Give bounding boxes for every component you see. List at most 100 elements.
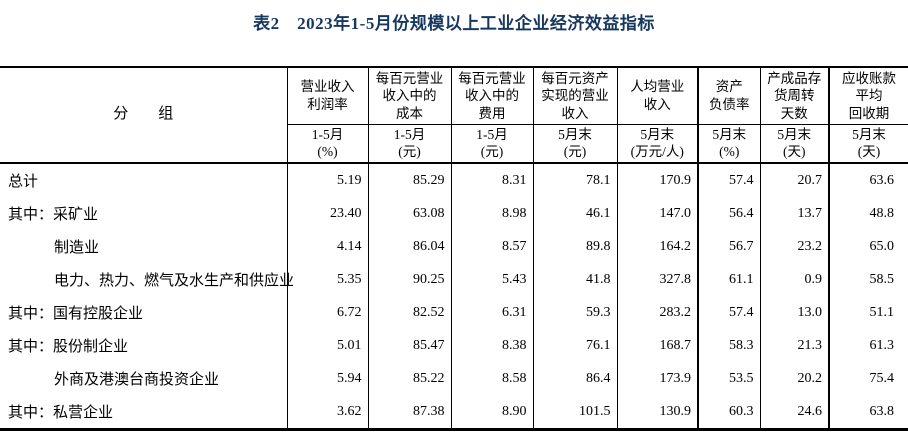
- row-label: 其中：国有控股企业: [0, 296, 287, 329]
- value-cell: 5.43: [450, 263, 533, 296]
- value-cell: 56.4: [697, 197, 760, 230]
- value-cell: 6.72: [286, 296, 368, 329]
- value-cell: 5.01: [286, 329, 368, 362]
- row-label: 电力、热力、燃气及水生产和供应业: [0, 263, 294, 296]
- table-title: 表2 2023年1-5月份规模以上工业企业经济效益指标: [253, 14, 655, 33]
- col-period: 5月末 (天): [759, 124, 829, 164]
- row-name: 国有控股企业: [53, 306, 144, 322]
- col-period: 5月末 (天): [828, 124, 908, 164]
- table-row: 其中：股份制企业 5.01 85.47 8.38 76.1 168.7 58.3…: [0, 329, 908, 362]
- value-cell: 75.4: [828, 362, 908, 395]
- col-period: 5月末 (%): [697, 124, 760, 164]
- col-header: 每百元营业 收入中的 费用: [450, 67, 533, 125]
- value-cell: 170.9: [616, 163, 698, 197]
- table-row: 其中：国有控股企业 6.72 82.52 6.31 59.3 283.2 57.…: [0, 296, 908, 329]
- value-cell: 82.52: [367, 296, 451, 329]
- value-cell: 0.9: [759, 263, 829, 296]
- value-cell: 76.1: [532, 329, 617, 362]
- value-cell: 46.1: [532, 197, 617, 230]
- value-cell: 61.1: [697, 263, 760, 296]
- value-cell: 24.6: [759, 395, 829, 430]
- row-name: 股份制企业: [53, 339, 129, 355]
- table-row: 制造业 4.14 86.04 8.57 89.8 164.2 56.7 23.2…: [0, 230, 908, 263]
- value-cell: 63.8: [828, 395, 908, 430]
- value-cell: 8.98: [450, 197, 533, 230]
- value-cell: 327.8: [616, 263, 698, 296]
- value-cell: 57.4: [697, 296, 760, 329]
- value-cell: 283.2: [616, 296, 698, 329]
- row-name: 总计: [8, 174, 39, 190]
- table-row: 其中：私营企业 3.62 87.38 8.90 101.5 130.9 60.3…: [0, 395, 908, 430]
- group-header-cell: 分 组: [0, 67, 287, 164]
- value-cell: 101.5: [532, 395, 617, 430]
- value-cell: 86.04: [367, 230, 451, 263]
- value-cell: 78.1: [532, 163, 617, 197]
- value-cell: 58.3: [697, 329, 760, 362]
- header-row-names: 分 组 营业收入 利润率 每百元营业 收入中的 成本 每百元营业 收入中的 费用…: [0, 67, 908, 164]
- value-cell: 8.31: [450, 163, 533, 197]
- value-cell: 53.5: [697, 362, 760, 395]
- col-period: 1-5月 (元): [450, 124, 533, 164]
- value-cell: 85.29: [367, 163, 451, 197]
- row-prefix: 其中：: [8, 405, 54, 421]
- value-cell: 8.90: [450, 395, 533, 430]
- value-cell: 173.9: [616, 362, 698, 395]
- value-cell: 48.8: [828, 197, 908, 230]
- row-prefix: 其中：: [8, 339, 54, 355]
- value-cell: 87.38: [367, 395, 451, 430]
- value-cell: 60.3: [697, 395, 760, 430]
- value-cell: 5.94: [286, 362, 368, 395]
- row-label: 外商及港澳台商投资企业: [0, 362, 287, 395]
- col-header: 营业收入 利润率: [286, 67, 368, 125]
- col-header: 每百元营业 收入中的 成本: [367, 67, 451, 125]
- value-cell: 8.58: [450, 362, 533, 395]
- col-period: 1-5月 (%): [286, 124, 368, 164]
- value-cell: 51.1: [828, 296, 908, 329]
- value-cell: 5.35: [286, 263, 368, 296]
- value-cell: 8.38: [450, 329, 533, 362]
- economic-indicators-table: 分 组 营业收入 利润率 每百元营业 收入中的 成本 每百元营业 收入中的 费用…: [0, 66, 908, 431]
- value-cell: 41.8: [532, 263, 617, 296]
- value-cell: 13.7: [759, 197, 829, 230]
- col-header: 应收账款 平均 回收期: [828, 67, 908, 125]
- row-label: 其中：股份制企业: [0, 329, 287, 362]
- col-header: 人均营业 收入: [616, 67, 698, 125]
- value-cell: 5.19: [286, 163, 368, 197]
- row-name: 电力、热力、燃气及水生产和供应业: [54, 273, 295, 289]
- value-cell: 20.7: [759, 163, 829, 197]
- value-cell: 56.7: [697, 230, 760, 263]
- value-cell: 61.3: [828, 329, 908, 362]
- value-cell: 58.5: [828, 263, 908, 296]
- value-cell: 63.08: [367, 197, 451, 230]
- value-cell: 3.62: [286, 395, 368, 430]
- value-cell: 4.14: [286, 230, 368, 263]
- value-cell: 85.22: [367, 362, 451, 395]
- table-row: 其中：采矿业 23.40 63.08 8.98 46.1 147.0 56.4 …: [0, 197, 908, 230]
- value-cell: 130.9: [616, 395, 698, 430]
- row-name: 制造业: [54, 240, 100, 256]
- col-period: 5月末 (万元/人): [616, 124, 698, 164]
- value-cell: 13.0: [759, 296, 829, 329]
- row-prefix: 其中：: [8, 207, 54, 223]
- row-name: 私营企业: [53, 405, 114, 421]
- value-cell: 65.0: [828, 230, 908, 263]
- value-cell: 57.4: [697, 163, 760, 197]
- table-row: 外商及港澳台商投资企业 5.94 85.22 8.58 86.4 173.9 5…: [0, 362, 908, 395]
- row-label: 其中：采矿业: [0, 197, 287, 230]
- value-cell: 85.47: [367, 329, 451, 362]
- value-cell: 147.0: [616, 197, 698, 230]
- row-label: 其中：私营企业: [0, 395, 287, 430]
- row-prefix: 其中：: [8, 306, 54, 322]
- value-cell: 164.2: [616, 230, 698, 263]
- table-row: 总计 5.19 85.29 8.31 78.1 170.9 57.4 20.7 …: [0, 163, 908, 197]
- value-cell: 20.2: [759, 362, 829, 395]
- value-cell: 86.4: [532, 362, 617, 395]
- table-row: 电力、热力、燃气及水生产和供应业 5.35 90.25 5.43 41.8 32…: [0, 263, 908, 296]
- value-cell: 23.2: [759, 230, 829, 263]
- col-header: 每百元资产 实现的营业 收入: [532, 67, 617, 125]
- value-cell: 63.6: [828, 163, 908, 197]
- row-label: 总计: [0, 163, 287, 197]
- col-period: 1-5月 (元): [367, 124, 451, 164]
- col-header: 产成品存 货周转 天数: [759, 67, 829, 125]
- value-cell: 90.25: [367, 263, 451, 296]
